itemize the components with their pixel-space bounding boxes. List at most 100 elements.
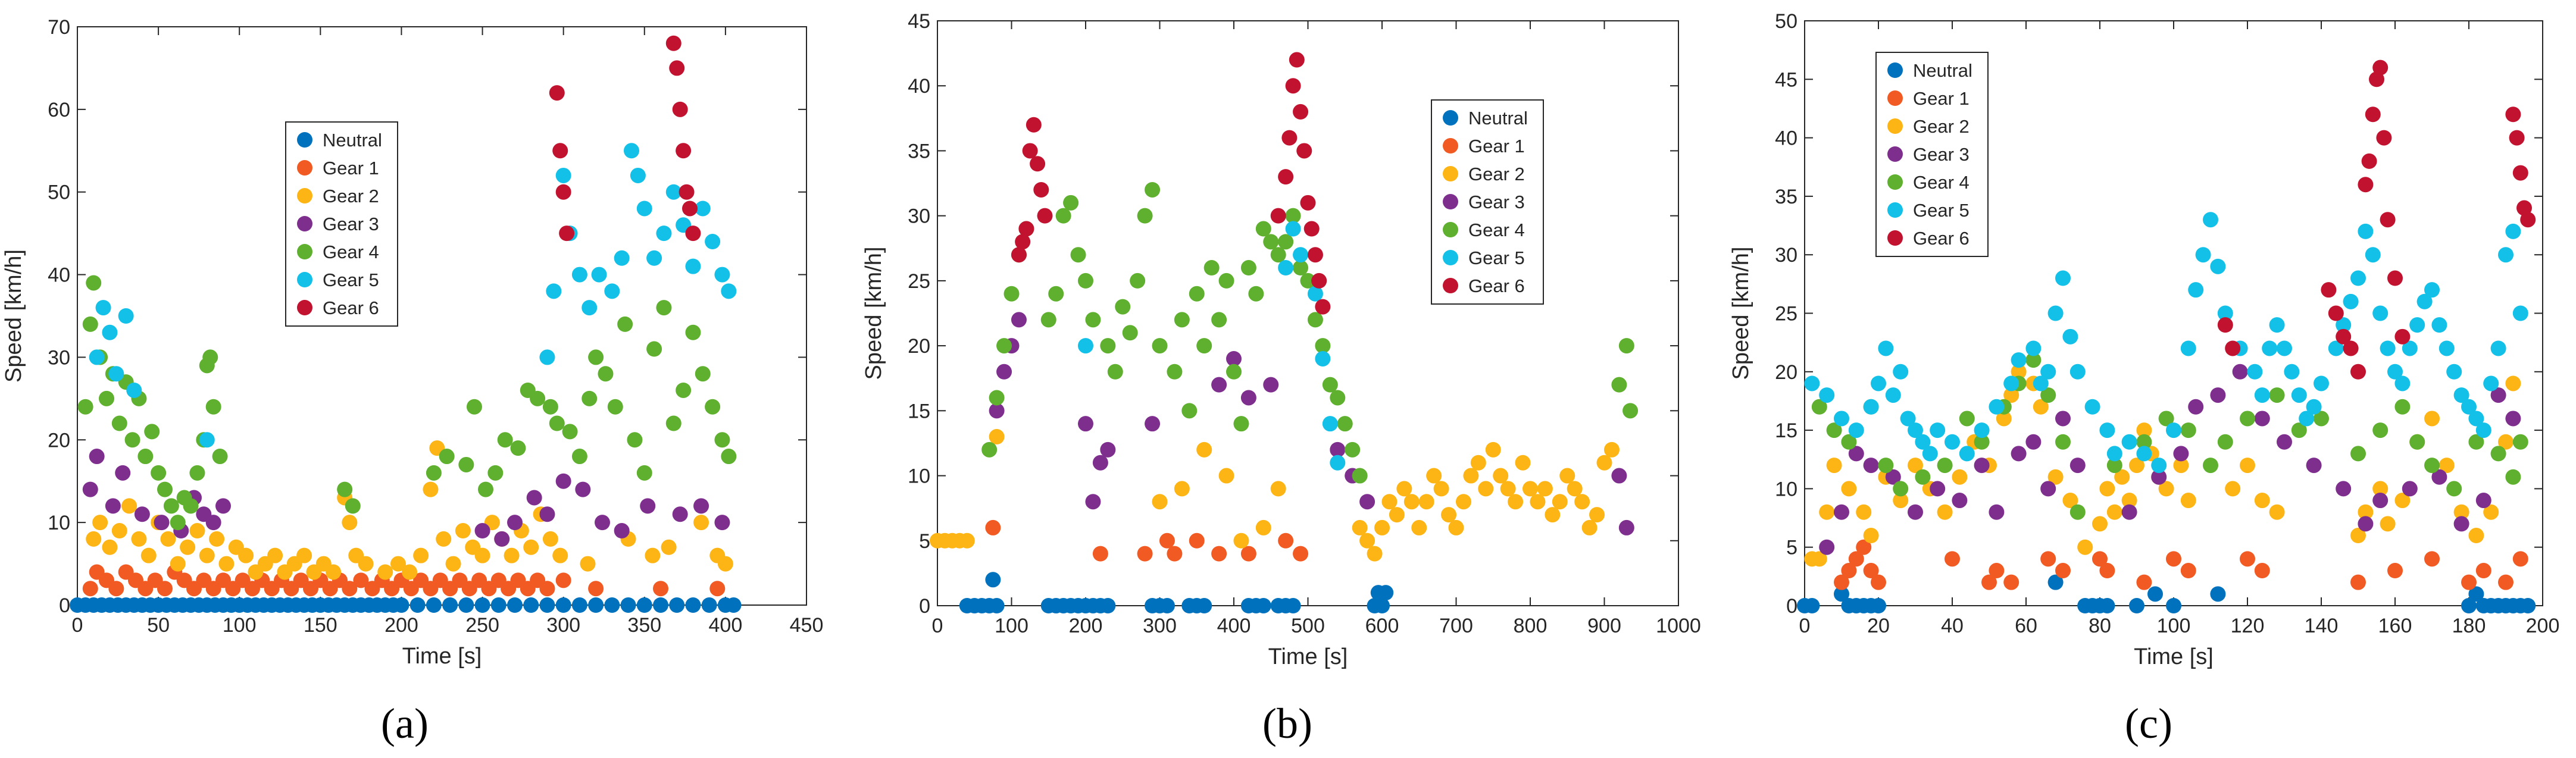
data-point: [426, 597, 442, 613]
data-point: [1856, 504, 1872, 520]
data-point: [1426, 468, 1442, 484]
data-point: [2011, 446, 2027, 462]
data-point: [1433, 481, 1449, 497]
data-point: [205, 399, 221, 415]
x-axis-label: Time [s]: [2134, 644, 2214, 669]
data-point: [1908, 504, 1923, 520]
legend-label: Gear 2: [1468, 164, 1525, 184]
data-point: [1804, 598, 1820, 613]
data-point: [672, 506, 688, 522]
data-point: [1352, 519, 1368, 535]
data-point: [717, 556, 733, 572]
data-point: [218, 556, 235, 572]
data-point: [2336, 481, 2352, 497]
data-point: [2291, 422, 2307, 438]
legend-label: Gear 3: [1913, 144, 1969, 165]
data-point: [2350, 528, 2366, 544]
data-point: [2372, 59, 2389, 76]
data-point: [342, 515, 358, 531]
data-point: [1270, 208, 1286, 224]
data-point: [1418, 494, 1434, 510]
data-point: [423, 481, 439, 497]
data-point: [640, 498, 656, 514]
data-point: [2180, 340, 2196, 356]
data-point: [2306, 458, 2322, 474]
data-point: [1996, 411, 2012, 427]
data-point: [580, 556, 596, 572]
legend-marker: [1887, 146, 1903, 162]
data-point: [2365, 107, 2381, 123]
data-point: [1381, 494, 1398, 510]
data-point: [2512, 165, 2528, 181]
y-tick-label: 15: [908, 400, 930, 422]
data-point: [2314, 411, 2329, 427]
data-point: [2055, 563, 2071, 579]
series-gear-5: [1804, 212, 2528, 474]
data-point: [1300, 195, 1316, 211]
data-point: [134, 506, 150, 522]
data-point: [2439, 458, 2455, 474]
data-point: [2343, 293, 2359, 309]
legend-marker: [297, 160, 312, 176]
data-point: [1834, 586, 1849, 602]
data-point: [1211, 546, 1227, 562]
data-point: [2129, 458, 2144, 474]
data-point: [2003, 387, 2019, 403]
data-point: [1011, 247, 1027, 263]
data-point: [2069, 504, 2086, 520]
data-point: [1174, 481, 1190, 497]
data-point: [2047, 574, 2064, 590]
data-point: [1878, 458, 1894, 474]
data-point: [2409, 317, 2425, 333]
data-point: [1552, 494, 1568, 510]
panel-a: 0 50 100 150 200 250 300 350 400 450 0 10 20 30 40 50 60…: [1, 16, 823, 747]
data-point: [466, 399, 482, 415]
data-point: [985, 572, 1001, 588]
x-tick-label: 250: [465, 614, 499, 637]
data-point: [1278, 533, 1294, 549]
data-point: [478, 481, 493, 497]
data-point: [1011, 312, 1027, 328]
data-point: [989, 429, 1005, 445]
data-point: [2180, 493, 2196, 509]
data-point: [549, 415, 565, 431]
y-tick-label: 10: [1775, 478, 1797, 500]
data-point: [199, 432, 215, 448]
data-point: [2453, 504, 2469, 520]
data-point: [1374, 598, 1390, 613]
data-point: [1485, 441, 1501, 458]
data-point: [1826, 458, 1842, 474]
data-point: [140, 547, 157, 563]
data-point: [1389, 507, 1405, 523]
data-point: [358, 556, 374, 572]
data-point: [1523, 481, 1538, 497]
data-point: [377, 564, 393, 580]
data-point: [1293, 247, 1309, 263]
data-point: [2210, 387, 2226, 403]
data-point: [2439, 340, 2455, 356]
data-point: [2409, 434, 2425, 450]
data-point: [2180, 563, 2196, 579]
data-point: [131, 531, 147, 547]
y-tick-label: 20: [908, 335, 930, 358]
x-tick-label: 300: [1143, 615, 1177, 637]
data-point: [1211, 377, 1227, 393]
data-point: [614, 523, 630, 539]
data-point: [672, 101, 688, 117]
data-point: [669, 60, 685, 76]
data-point: [1330, 441, 1346, 458]
data-point: [1359, 494, 1375, 510]
data-point: [189, 523, 205, 539]
legend-marker: [1443, 166, 1458, 181]
y-tick-label: 0: [59, 594, 70, 617]
data-point: [458, 597, 474, 613]
data-point: [1078, 338, 1093, 354]
legend-marker: [297, 272, 312, 287]
x-tick-label: 450: [790, 614, 824, 637]
data-point: [1196, 441, 1212, 458]
data-point: [353, 572, 369, 588]
data-point: [1115, 299, 1131, 315]
legend-label: Gear 6: [323, 297, 379, 318]
data-point: [1974, 434, 1990, 450]
legend-marker: [297, 188, 312, 203]
